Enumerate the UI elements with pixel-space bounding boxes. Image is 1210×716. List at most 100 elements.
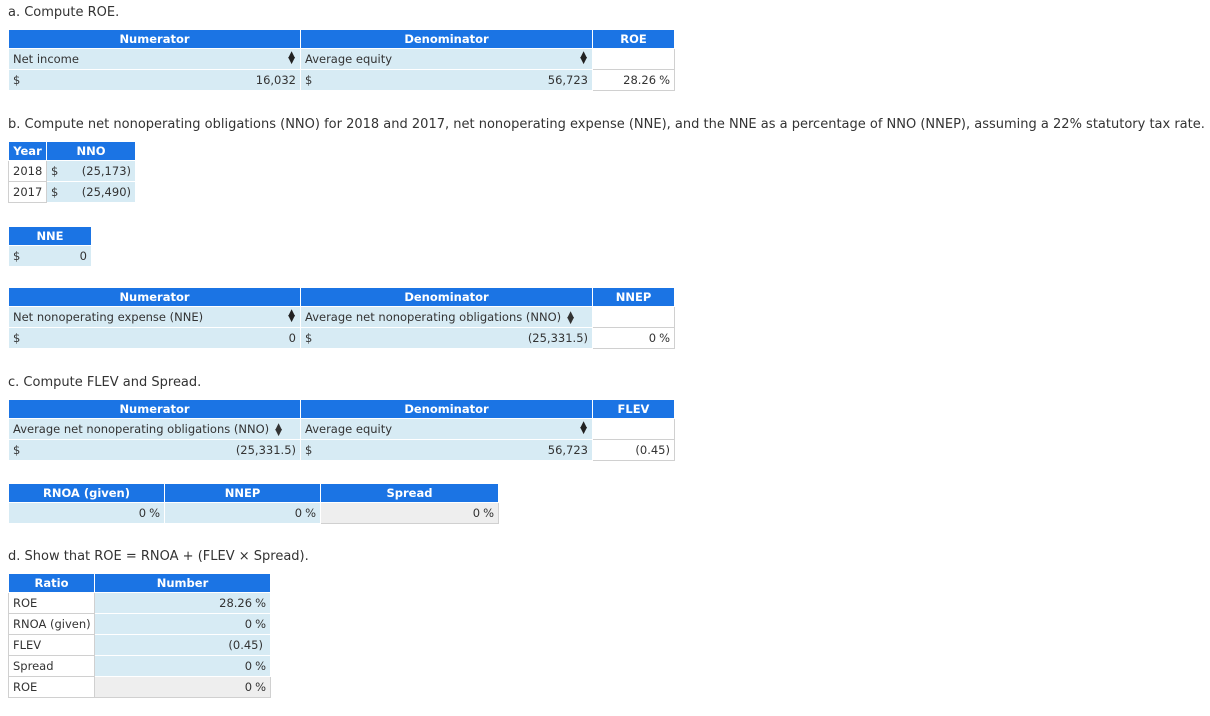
select-arrows-icon: ▲ ▼: [567, 309, 575, 326]
ratio-label: ROE: [8, 592, 95, 614]
spread-result-cell: 0%: [320, 502, 499, 524]
ratio-unit: %: [255, 680, 266, 694]
nne-input[interactable]: $ 0: [8, 245, 92, 267]
denominator-header: Denominator: [300, 400, 593, 419]
nno-2017-value: (25,490): [81, 185, 131, 199]
percent-sign: %: [659, 73, 670, 87]
select-arrows-icon: ▲ ▼: [288, 308, 295, 324]
ratio-value-input[interactable]: (0.45): [94, 634, 271, 656]
year-cell: 2018: [8, 160, 47, 182]
ratio-label: ROE: [8, 676, 95, 698]
denominator-header: Denominator: [300, 30, 593, 49]
numerator-select-label: Average net nonoperating obligations (NN…: [13, 422, 270, 436]
nno-header: NNO: [46, 142, 136, 161]
ratio-value: (0.45): [228, 638, 263, 652]
nnep-table: Numerator Denominator NNEP Net nonoperat…: [8, 288, 675, 349]
flev-result-value: (0.45): [635, 443, 670, 457]
part-c-heading: c. Compute FLEV and Spread.: [8, 375, 202, 390]
flev-result-input[interactable]: (0.45): [592, 439, 675, 461]
nnep-header: NNEP: [164, 484, 321, 503]
denominator-value: (25,331.5): [527, 331, 588, 345]
dollar-sign: $: [305, 331, 313, 345]
spread-table: RNOA (given) NNEP Spread 0% 0% 0%: [8, 484, 499, 524]
numerator-select-label: Net income: [13, 52, 79, 66]
flev-blank-cell: [592, 418, 675, 440]
numerator-header: Numerator: [8, 288, 301, 307]
select-arrows-icon: ▲ ▼: [580, 420, 587, 436]
numerator-value-input[interactable]: $ 16,032: [8, 69, 301, 91]
numerator-value: 16,032: [255, 73, 296, 87]
dollar-sign: $: [13, 443, 21, 457]
denominator-select[interactable]: Average equity ▲ ▼: [300, 48, 593, 70]
nno-2018-value: (25,173): [81, 164, 131, 178]
nno-2018-input[interactable]: $ (25,173): [46, 160, 136, 182]
ratio-value: 0: [244, 680, 253, 694]
dollar-sign: $: [51, 185, 59, 199]
roe-result-input[interactable]: 28.26%: [592, 69, 675, 91]
numerator-value-input[interactable]: $ 0: [8, 327, 301, 349]
year-header: Year: [8, 142, 47, 161]
dollar-sign: $: [305, 73, 313, 87]
numerator-header: Numerator: [8, 400, 301, 419]
ratio-unit: %: [255, 659, 266, 673]
denominator-value-input[interactable]: $ 56,723: [300, 69, 593, 91]
denominator-select[interactable]: Average net nonoperating obligations (NN…: [300, 306, 593, 328]
flev-header: FLEV: [592, 400, 675, 419]
roe-blank-cell: [592, 48, 675, 70]
denominator-value: 56,723: [547, 443, 588, 457]
denominator-select[interactable]: Average equity ▲ ▼: [300, 418, 593, 440]
ratio-label: Spread: [8, 655, 95, 677]
ratio-unit: %: [255, 596, 266, 610]
percent-sign: %: [483, 506, 494, 520]
nnep-input[interactable]: 0%: [164, 502, 321, 524]
denominator-select-label: Average equity: [305, 52, 393, 66]
number-header: Number: [94, 574, 271, 593]
part-d-heading: d. Show that ROE = RNOA + (FLEV × Spread…: [8, 549, 309, 564]
roe-result-value: 28.26: [623, 73, 657, 87]
numerator-select-label: Net nonoperating expense (NNE): [13, 310, 204, 324]
denominator-select-label: Average net nonoperating obligations (NN…: [305, 310, 562, 324]
ratio-value-input[interactable]: 0%: [94, 655, 271, 677]
spread-header: Spread: [320, 484, 499, 503]
ratio-value: 0: [244, 659, 253, 673]
numerator-select[interactable]: Net income ▲ ▼: [8, 48, 301, 70]
select-arrows-icon: ▲ ▼: [275, 421, 283, 438]
dollar-sign: $: [13, 73, 21, 87]
numerator-value-input[interactable]: $ (25,331.5): [8, 439, 301, 461]
nne-value: 0: [79, 249, 87, 263]
ratio-unit: %: [255, 617, 266, 631]
year-cell: 2017: [8, 181, 47, 203]
numerator-select[interactable]: Average net nonoperating obligations (NN…: [8, 418, 301, 440]
denominator-value-input[interactable]: $ (25,331.5): [300, 327, 593, 349]
nno-2017-input[interactable]: $ (25,490): [46, 181, 136, 203]
denominator-select-label: Average equity: [305, 422, 393, 436]
numerator-select[interactable]: Net nonoperating expense (NNE) ▲ ▼: [8, 306, 301, 328]
nnep-value: 0: [294, 506, 303, 520]
denominator-value-input[interactable]: $ 56,723: [300, 439, 593, 461]
ratio-value: 28.26: [219, 596, 253, 610]
ratio-value-input[interactable]: 0%: [94, 613, 271, 635]
nnep-result-value: 0: [648, 331, 657, 345]
part-a-heading: a. Compute ROE.: [8, 5, 120, 20]
denominator-header: Denominator: [300, 288, 593, 307]
dollar-sign: $: [13, 331, 21, 345]
ratio-header: Ratio: [8, 574, 95, 593]
percent-sign: %: [149, 506, 160, 520]
select-arrows-icon: ▲ ▼: [580, 50, 587, 66]
spread-value: 0: [472, 506, 481, 520]
numerator-value: 0: [288, 331, 296, 345]
nnep-blank-cell: [592, 306, 675, 328]
denominator-value: 56,723: [547, 73, 588, 87]
nne-table: NNE $ 0: [8, 227, 92, 267]
ratio-value-input[interactable]: 28.26%: [94, 592, 271, 614]
ratio-table: Ratio Number ROE 28.26% RNOA (given) 0% …: [8, 574, 271, 698]
rnoa-input[interactable]: 0%: [8, 502, 165, 524]
nno-table: Year NNO 2018 $ (25,173) 2017 $ (25,490): [8, 142, 136, 203]
numerator-header: Numerator: [8, 30, 301, 49]
dollar-sign: $: [51, 164, 59, 178]
ratio-label: FLEV: [8, 634, 95, 656]
nnep-header: NNEP: [592, 288, 675, 307]
nnep-result-input[interactable]: 0%: [592, 327, 675, 349]
ratio-result-cell: 0%: [94, 676, 271, 698]
roe-table: Numerator Denominator ROE Net income ▲ ▼ …: [8, 30, 675, 91]
